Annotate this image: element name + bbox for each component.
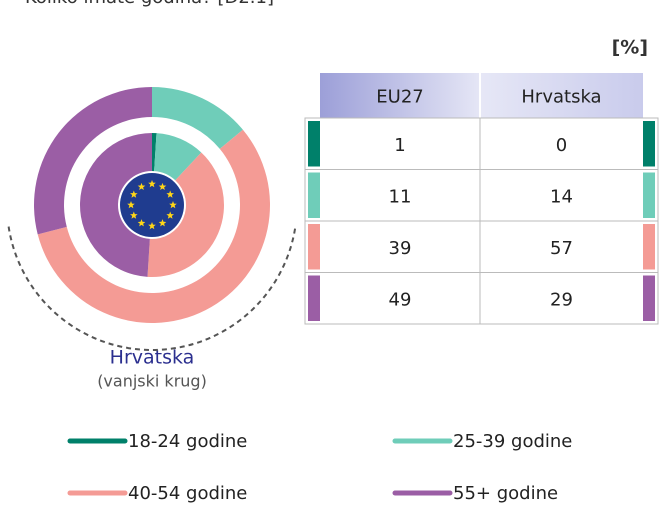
donut-segment [33,86,152,235]
row-color-left [308,121,320,167]
row-cell [304,169,659,222]
flag-star [127,201,135,209]
row-color-right [643,172,655,218]
unit-label: [%] [612,37,648,59]
flag-star [137,182,146,191]
flag-star [130,211,138,219]
legend-label: 40-54 godine [128,483,247,504]
legend-label: 18-24 godine [128,431,247,452]
table-value: 11 [389,186,412,207]
donut-segment [37,129,271,323]
row-color-left [308,224,320,270]
donut-segment [154,133,202,181]
legend-label: 25-39 godine [453,431,572,452]
flag-star [148,180,156,188]
table-value: 57 [550,238,573,259]
donut-segment [80,133,152,277]
row-color-right [643,224,655,270]
table-value: 14 [550,186,573,207]
row-cell [304,220,659,273]
flag-star [166,211,174,219]
table-header [320,73,643,118]
row-color-left [308,275,320,321]
row-color-right [643,275,655,321]
donut-segment [147,152,224,277]
flag-star [158,182,167,191]
caption-note: (vanjski krug) [97,372,207,391]
flag-star [130,190,138,198]
flag-star [166,190,174,198]
donut-segment [152,133,157,172]
table-header-label: EU27 [376,87,423,108]
table-value: 0 [556,135,567,156]
row-cell [304,117,659,170]
table-value: 49 [389,289,412,310]
row-color-right [643,121,655,167]
table-value: 29 [550,289,573,310]
table-header-label: Hrvatska [521,87,601,108]
row-cell [304,272,659,325]
chart-title: Koliko imate godina? [D2.1] [25,0,274,8]
table-value: 1 [394,135,405,156]
legend-label: 55+ godine [453,483,558,504]
flag-star [148,222,156,230]
eu-flag [120,173,184,237]
flag-star [137,219,146,227]
caption: Hrvatska [110,347,195,369]
donut-segment [152,87,243,149]
flag-star [158,219,167,227]
row-color-left [308,172,320,218]
table-value: 39 [389,238,412,259]
flag-star [169,201,177,209]
